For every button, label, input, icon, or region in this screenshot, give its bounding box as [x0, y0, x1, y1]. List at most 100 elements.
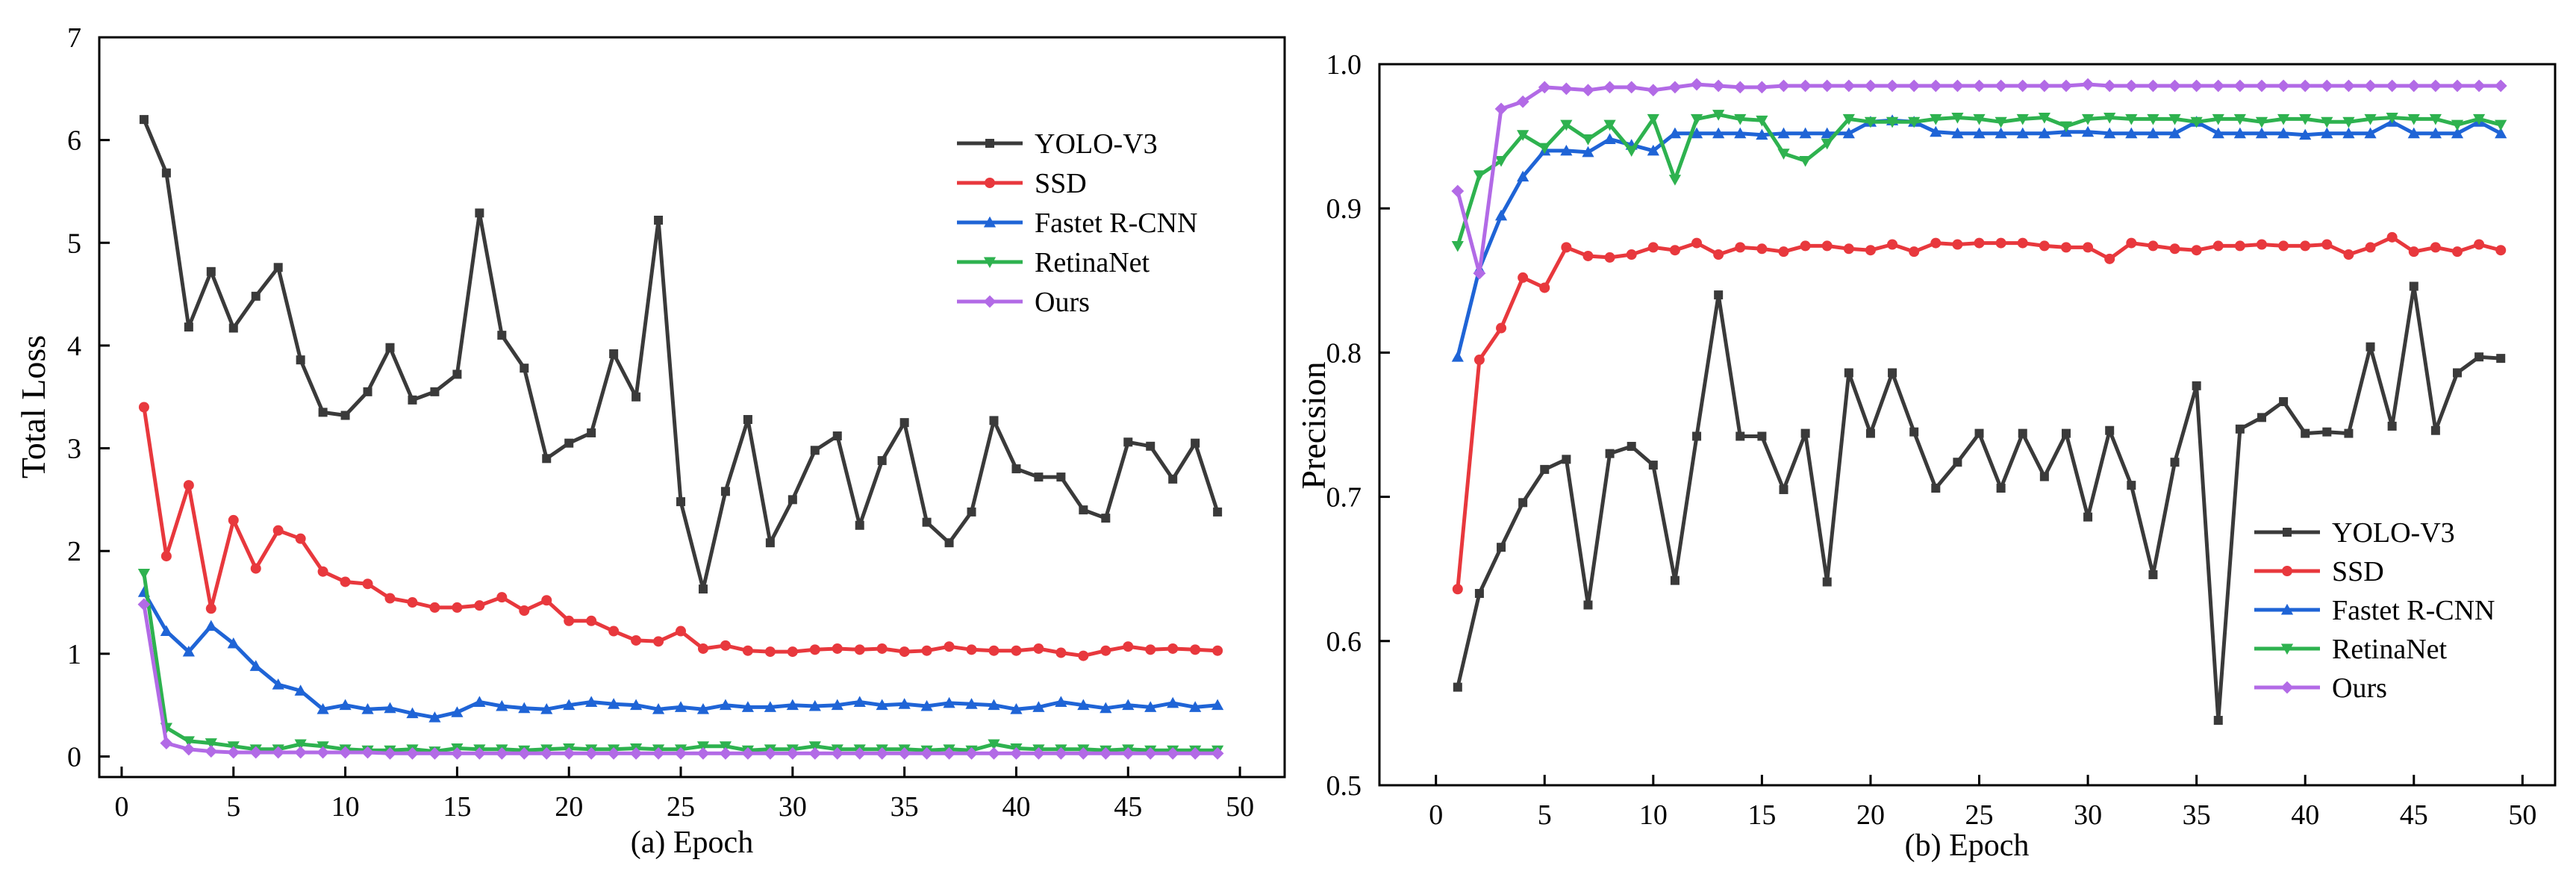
- loss-point-fastet-r-cnn: [1122, 699, 1135, 711]
- loss-point-ours: [674, 746, 687, 760]
- loss-point-fastet-r-cnn: [1144, 701, 1157, 712]
- loss-point-fastet-r-cnn: [674, 701, 687, 712]
- precision-point-fastet-r-cnn: [1451, 351, 1464, 362]
- precision-point-yolo-v3: [2279, 397, 2289, 407]
- precision-point-retinanet: [1951, 113, 1964, 124]
- precision-point-yolo-v3: [1562, 455, 1571, 464]
- precision-point-fastet-r-cnn: [2233, 127, 2246, 139]
- precision-point-yolo-v3: [1453, 682, 1462, 692]
- loss-point-ours: [160, 737, 173, 749]
- precision-point-retinanet: [2081, 113, 2095, 125]
- precision-legend-label: Fastet R-CNN: [2332, 595, 2495, 626]
- loss-point-yolo-v3: [989, 416, 999, 425]
- precision-point-ssd: [1713, 249, 1724, 261]
- precision-point-yolo-v3: [1909, 427, 1919, 437]
- loss-point-yolo-v3: [1079, 505, 1088, 515]
- precision-point-ours: [1625, 81, 1638, 94]
- loss-point-fastet-r-cnn: [719, 699, 732, 711]
- loss-point-ssd: [295, 533, 306, 544]
- precision-point-ssd: [1452, 584, 1463, 595]
- precision-point-ssd: [1821, 240, 1833, 252]
- loss-point-yolo-v3: [1034, 472, 1044, 482]
- loss-point-ours: [607, 746, 620, 760]
- precision-point-ssd: [1582, 250, 1594, 261]
- loss-point-ssd: [1190, 644, 1201, 655]
- loss-point-ssd: [429, 602, 440, 613]
- loss-point-fastet-r-cnn: [1100, 702, 1112, 714]
- precision-point-fastet-r-cnn: [2016, 127, 2029, 139]
- precision-point-fastet-r-cnn: [1995, 127, 2007, 139]
- loss-point-fastet-r-cnn: [965, 698, 978, 709]
- precision-point-retinanet: [2386, 113, 2398, 124]
- loss-point-yolo-v3: [720, 487, 730, 496]
- loss-series-ours: [137, 598, 1224, 760]
- precision-point-retinanet: [1647, 113, 1659, 125]
- precision-legend-label: RetinaNet: [2332, 634, 2448, 665]
- precision-point-retinanet: [1973, 113, 1986, 125]
- loss-point-yolo-v3: [296, 355, 305, 365]
- precision-point-fastet-r-cnn: [1603, 133, 1616, 144]
- precision-point-retinanet: [2038, 113, 2050, 124]
- loss-point-ssd: [1078, 650, 1089, 661]
- precision-series-yolo-v3: [1453, 281, 2506, 726]
- precision-point-fastet-r-cnn: [2299, 128, 2312, 140]
- loss-point-yolo-v3: [944, 538, 954, 548]
- loss-point-fastet-r-cnn: [764, 701, 776, 712]
- loss-point-yolo-v3: [228, 323, 238, 333]
- loss-y-axis-label: Total Loss: [14, 335, 52, 478]
- precision-point-ssd: [1800, 240, 1811, 252]
- loss-point-ssd: [1033, 643, 1044, 654]
- precision-point-ssd: [1974, 237, 1985, 249]
- precision-point-ours: [1755, 81, 1768, 94]
- loss-point-fastet-r-cnn: [339, 699, 352, 711]
- precision-point-fastet-r-cnn: [2255, 127, 2268, 139]
- precision-point-ssd: [2495, 245, 2507, 256]
- loss-point-ours: [719, 746, 732, 760]
- precision-point-ours: [2407, 79, 2421, 93]
- loss-point-fastet-r-cnn: [406, 707, 419, 719]
- loss-point-ours: [1076, 746, 1090, 760]
- loss-point-ours: [473, 746, 486, 760]
- precision-point-retinanet: [1799, 155, 1812, 167]
- loss-point-ssd: [183, 480, 194, 491]
- loss-point-ssd: [653, 636, 664, 647]
- precision-legend-marker: [2282, 566, 2292, 576]
- loss-point-yolo-v3: [318, 408, 328, 417]
- precision-point-yolo-v3: [2430, 425, 2440, 435]
- precision-point-retinanet: [2299, 113, 2312, 125]
- precision-point-fastet-r-cnn: [2125, 127, 2138, 139]
- precision-point-yolo-v3: [1627, 441, 1636, 451]
- loss-point-ssd: [452, 602, 463, 613]
- loss-point-yolo-v3: [520, 364, 529, 373]
- precision-point-retinanet: [2473, 113, 2486, 125]
- precision-point-ours: [2081, 78, 2095, 91]
- loss-point-ssd: [541, 595, 552, 606]
- loss-y-tick-label: 0: [67, 741, 81, 773]
- loss-point-ssd: [519, 605, 530, 617]
- loss-point-ssd: [407, 597, 418, 608]
- loss-point-fastet-r-cnn: [384, 702, 396, 714]
- precision-point-retinanet: [1668, 175, 1682, 186]
- loss-point-retinanet: [294, 739, 307, 751]
- precision-point-ssd: [1995, 237, 2006, 249]
- precision-point-retinanet: [2364, 113, 2377, 125]
- loss-point-ssd: [944, 641, 955, 652]
- loss-point-yolo-v3: [139, 115, 149, 125]
- precision-point-yolo-v3: [1692, 431, 1702, 441]
- precision-point-ssd: [2234, 240, 2245, 252]
- loss-point-yolo-v3: [1011, 464, 1021, 474]
- loss-point-ssd: [384, 593, 396, 604]
- precision-point-yolo-v3: [1605, 449, 1615, 458]
- loss-point-fastet-r-cnn: [1211, 699, 1224, 711]
- precision-point-fastet-r-cnn: [2103, 127, 2116, 139]
- loss-point-retinanet: [182, 736, 195, 747]
- precision-x-tick-label: 15: [1747, 799, 1776, 831]
- precision-legend-item-yolo-v3: YOLO-V3: [2254, 517, 2455, 549]
- loss-point-yolo-v3: [922, 517, 932, 527]
- precision-point-ours: [2016, 79, 2030, 93]
- loss-point-ours: [361, 746, 374, 759]
- loss-point-retinanet: [696, 741, 710, 752]
- loss-point-fastet-r-cnn: [629, 699, 643, 711]
- precision-point-retinanet: [2190, 116, 2203, 128]
